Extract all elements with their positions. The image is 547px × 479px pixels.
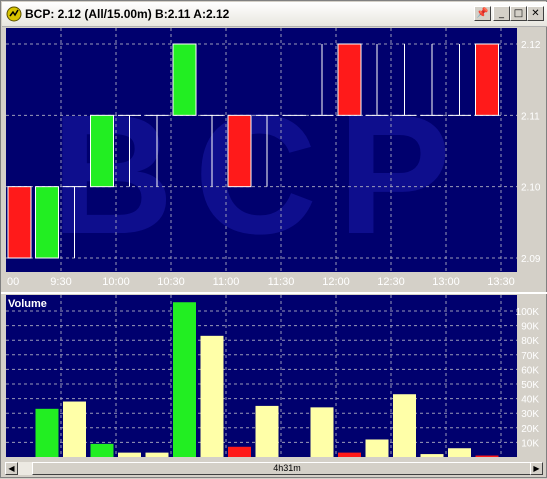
time-tick-label: 10:30 — [157, 276, 185, 288]
minimize-button[interactable]: _ — [493, 6, 510, 21]
scroll-right-button[interactable]: ▶ — [530, 462, 543, 475]
time-tick-label: 12:30 — [377, 276, 405, 288]
time-tick-label: 11:00 — [213, 276, 240, 288]
time-tick-label: 00 — [7, 276, 19, 288]
scroll-range-label: 4h31m — [273, 463, 301, 473]
scroll-left-button[interactable]: ◀ — [5, 462, 18, 475]
volume-bar — [145, 452, 169, 457]
time-tick-label: 12:00 — [322, 276, 350, 288]
volume-tick-label: 30K — [521, 409, 539, 420]
candles — [7, 43, 499, 259]
volume-bar — [393, 394, 416, 457]
candle-up — [172, 43, 197, 116]
volume-bar — [365, 439, 389, 457]
volume-bar — [90, 443, 114, 457]
volume-bar — [200, 335, 224, 457]
pin-icon[interactable]: 📌 — [474, 6, 491, 21]
time-scrollbar[interactable]: ◀ 4h31m ▶ — [5, 462, 543, 475]
price-tick-label: 2.12 — [521, 40, 541, 51]
volume-title: Volume — [8, 298, 47, 310]
time-tick-label: 11:30 — [268, 276, 295, 288]
volume-bar — [475, 455, 499, 457]
maximize-button[interactable]: □ — [510, 6, 527, 21]
candle-down — [227, 114, 252, 188]
time-tick-label: 13:30 — [487, 276, 515, 288]
price-tick-label: 2.11 — [521, 111, 540, 122]
volume-bar — [63, 401, 86, 457]
volume-bar — [310, 407, 334, 457]
volume-bar — [35, 408, 59, 457]
volume-tick-label: 80K — [521, 336, 539, 347]
volume-tick-label: 90K — [521, 322, 539, 333]
price-tick-label: 2.09 — [521, 254, 541, 265]
volume-tick-label: 40K — [521, 395, 539, 406]
time-tick-label: 13:00 — [432, 276, 460, 288]
scroll-thumb[interactable]: 4h31m — [32, 462, 542, 475]
volume-bar — [420, 454, 444, 457]
candle-up — [90, 114, 114, 188]
volume-tick-label: 70K — [521, 351, 539, 362]
candle-down — [337, 43, 362, 116]
title-bar[interactable]: BCP: 2.12 (All/15.00m) B:2.11 A:2.12 📌 _… — [2, 2, 547, 27]
price-y-axis: 2.12 2.11 2.10 2.09 — [521, 40, 541, 265]
close-button[interactable]: ✕ — [527, 6, 544, 21]
volume-bar — [228, 446, 251, 457]
app-icon — [6, 6, 22, 22]
volume-bars — [35, 302, 499, 457]
volume-grid — [6, 295, 517, 457]
candle-up — [35, 186, 59, 259]
volume-tick-label: 10K — [521, 438, 539, 449]
time-tick-label: 9:30 — [50, 276, 71, 288]
volume-tick-label: 50K — [521, 380, 539, 391]
time-x-axis: 00 9:30 10:00 10:30 11:00 11:30 12:00 12:30 13:0… — [1, 276, 547, 294]
window-title: BCP: 2.12 (All/15.00m) B:2.11 A:2.12 — [25, 7, 230, 21]
volume-tick-label: 20K — [521, 424, 539, 435]
volume-bar — [118, 452, 141, 457]
volume-bar — [338, 452, 361, 457]
volume-bar — [255, 405, 279, 457]
volume-y-axis: 10K 20K 30K 40K 50K 60K 70K 80K 90K 100K — [516, 307, 540, 449]
volume-tick-label: 60K — [521, 365, 539, 376]
candle-down — [7, 186, 32, 259]
volume-bar — [448, 448, 471, 457]
time-tick-label: 10:00 — [102, 276, 130, 288]
price-tick-label: 2.10 — [521, 183, 541, 194]
volume-bar — [173, 302, 196, 457]
scroll-track[interactable]: 4h31m — [18, 462, 542, 475]
candle-down — [475, 43, 499, 116]
volume-tick-label: 100K — [516, 307, 540, 318]
